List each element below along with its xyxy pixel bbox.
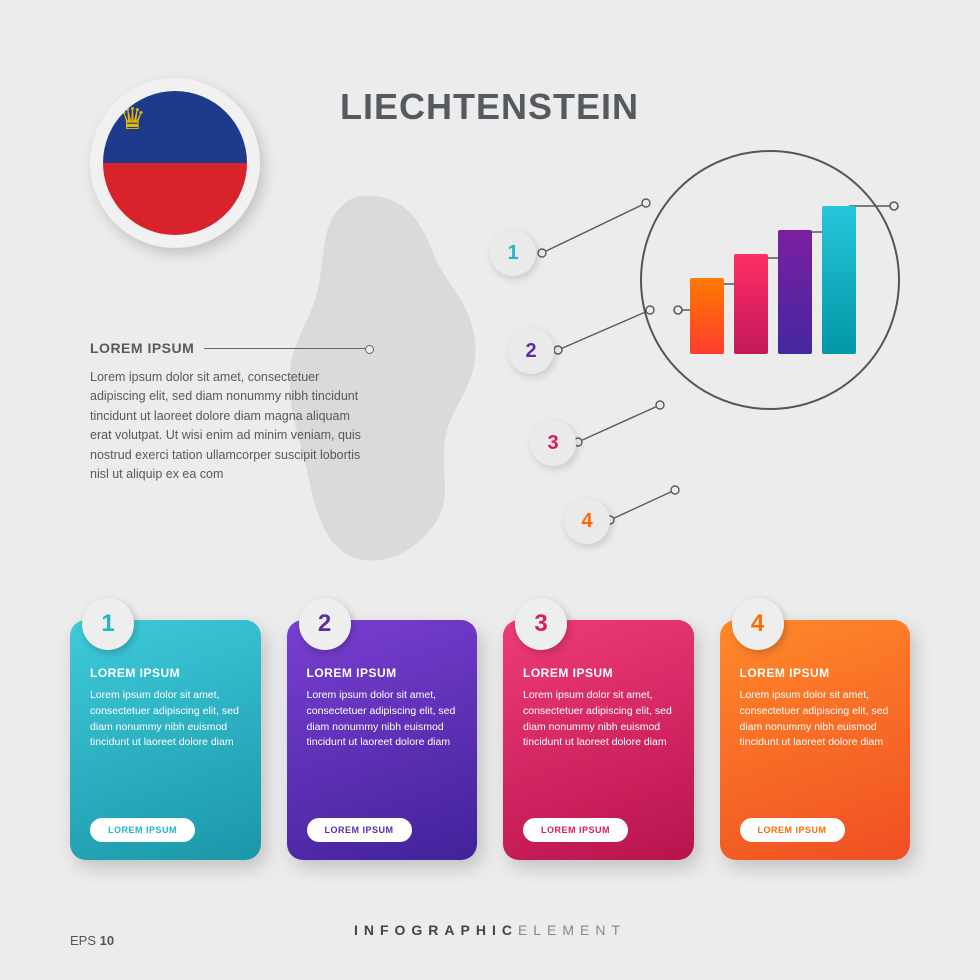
chart-bars xyxy=(690,206,856,354)
connector-number-badge: 3 xyxy=(530,420,576,466)
chart-bar xyxy=(778,230,812,354)
card-number-badge: 1 xyxy=(82,598,134,650)
card-body: Lorem ipsum dolor sit amet, consectetuer… xyxy=(523,688,674,751)
info-card: 4LOREM IPSUMLorem ipsum dolor sit amet, … xyxy=(720,620,911,860)
flag-badge: ♛ xyxy=(90,78,260,248)
card-body: Lorem ipsum dolor sit amet, consectetuer… xyxy=(90,688,241,751)
card-button[interactable]: LOREM IPSUM xyxy=(307,818,412,842)
intro-body: Lorem ipsum dolor sit amet, consectetuer… xyxy=(90,368,370,484)
intro-heading-label: LOREM IPSUM xyxy=(90,340,194,356)
connector-number-badge: 1 xyxy=(490,230,536,276)
info-card: 3LOREM IPSUMLorem ipsum dolor sit amet, … xyxy=(503,620,694,860)
eps-badge: EPS 10 xyxy=(70,933,114,948)
card-body: Lorem ipsum dolor sit amet, consectetuer… xyxy=(307,688,458,751)
card-button[interactable]: LOREM IPSUM xyxy=(523,818,628,842)
card-title: LOREM IPSUM xyxy=(90,666,241,680)
intro-heading: LOREM IPSUM xyxy=(90,340,370,356)
card-button[interactable]: LOREM IPSUM xyxy=(90,818,195,842)
chart-bar xyxy=(734,254,768,354)
eps-label: EPS xyxy=(70,933,96,948)
eps-number: 10 xyxy=(100,933,114,948)
footer-brand-right: ELEMENT xyxy=(518,922,626,938)
card-title: LOREM IPSUM xyxy=(740,666,891,680)
chart-bar xyxy=(690,278,724,354)
card-button[interactable]: LOREM IPSUM xyxy=(740,818,845,842)
footer-brand: INFOGRAPHICELEMENT xyxy=(0,922,980,938)
card-body: Lorem ipsum dolor sit amet, consectetuer… xyxy=(740,688,891,751)
flag-icon: ♛ xyxy=(103,91,247,235)
connector-number-badge: 4 xyxy=(564,498,610,544)
card-title: LOREM IPSUM xyxy=(523,666,674,680)
flag-bottom xyxy=(103,163,247,235)
chart-bar xyxy=(822,206,856,354)
bar-chart xyxy=(640,150,900,410)
info-card: 1LOREM IPSUMLorem ipsum dolor sit amet, … xyxy=(70,620,261,860)
crown-icon: ♛ xyxy=(119,105,146,135)
card-title: LOREM IPSUM xyxy=(307,666,458,680)
heading-connector-line xyxy=(204,348,370,349)
info-card: 2LOREM IPSUMLorem ipsum dolor sit amet, … xyxy=(287,620,478,860)
page-title: LIECHTENSTEIN xyxy=(340,86,639,128)
info-cards-row: 1LOREM IPSUMLorem ipsum dolor sit amet, … xyxy=(70,620,910,860)
card-number-badge: 4 xyxy=(732,598,784,650)
connector-number-badge: 2 xyxy=(508,328,554,374)
intro-text-block: LOREM IPSUM Lorem ipsum dolor sit amet, … xyxy=(90,340,370,484)
card-number-badge: 2 xyxy=(299,598,351,650)
footer-brand-left: INFOGRAPHIC xyxy=(354,922,518,938)
card-number-badge: 3 xyxy=(515,598,567,650)
